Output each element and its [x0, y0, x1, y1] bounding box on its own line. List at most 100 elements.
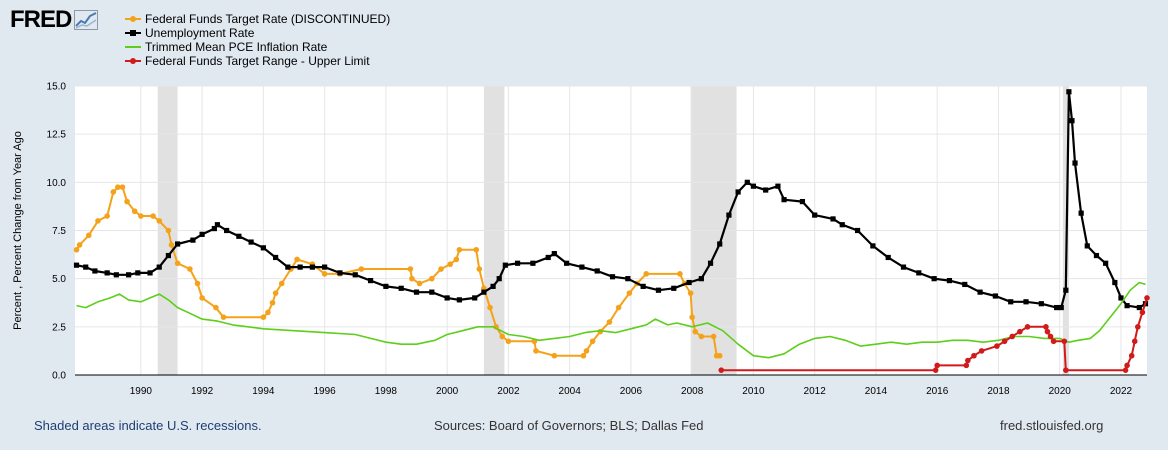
data-point [211, 225, 217, 232]
data-point [429, 289, 435, 295]
data-point [383, 283, 389, 289]
data-point [248, 239, 254, 245]
data-point [126, 272, 132, 278]
legend-label: Federal Funds Target Range - Upper Limit [145, 54, 370, 68]
x-tick-label: 2002 [497, 386, 520, 397]
data-point [456, 246, 463, 253]
data-point [640, 283, 646, 289]
data-point [367, 277, 374, 284]
data-point [962, 281, 968, 288]
x-tick-label: 2020 [1049, 386, 1072, 397]
data-point [135, 270, 141, 276]
data-point [453, 256, 460, 263]
data-point [545, 254, 551, 261]
data-point [224, 227, 230, 234]
data-point [1072, 160, 1078, 166]
data-point [716, 352, 723, 359]
data-point [655, 287, 662, 293]
data-point [502, 262, 508, 268]
data-point [95, 218, 101, 224]
fred-logo: FRED [10, 6, 99, 34]
data-point [438, 266, 444, 272]
data-point [710, 333, 717, 340]
data-point [781, 197, 787, 203]
data-point [165, 227, 172, 234]
data-point [717, 241, 723, 247]
data-point [978, 348, 985, 354]
data-point [214, 222, 221, 228]
sources-note: Sources: Board of Governors; BLS; Dallas… [434, 418, 704, 433]
data-point [496, 276, 502, 282]
data-point [481, 289, 487, 295]
chart-legend: Federal Funds Target Rate (DISCONTINUED)… [124, 12, 390, 68]
data-point [175, 241, 181, 247]
data-point [1103, 260, 1109, 266]
data-point [1069, 118, 1075, 124]
data-point [514, 260, 521, 266]
data-point [321, 271, 328, 277]
data-point [187, 266, 193, 272]
data-point [1009, 333, 1016, 340]
y-tick-label: 5.0 [52, 274, 66, 285]
data-point [273, 254, 279, 261]
data-point [606, 319, 613, 325]
data-point [236, 233, 242, 239]
y-tick-label: 0.0 [52, 371, 66, 382]
data-point [692, 328, 699, 335]
data-point [447, 261, 454, 268]
data-point [1078, 210, 1084, 216]
data-point [487, 304, 493, 311]
data-point [1122, 367, 1129, 373]
y-axis-label: Percent , Percent Change from Year Ago [12, 131, 24, 330]
data-point [932, 367, 939, 373]
x-tick-label: 2004 [559, 386, 582, 397]
data-point [1084, 243, 1090, 249]
legend-label: Unemployment Rate [145, 26, 255, 40]
data-point [1135, 324, 1141, 330]
data-point [963, 362, 970, 369]
data-point [594, 268, 600, 274]
data-point [977, 289, 983, 295]
data-point [85, 232, 92, 239]
legend-swatch [125, 16, 141, 22]
data-point [309, 264, 315, 270]
data-point [294, 256, 300, 263]
legend-label: Trimmed Mean PCE Inflation Rate [145, 40, 328, 54]
data-point [220, 314, 227, 321]
data-point [1124, 303, 1130, 309]
data-point [476, 266, 483, 272]
site-link[interactable]: fred.stlouisfed.org [1000, 418, 1104, 433]
data-point [1128, 352, 1135, 359]
data-point [499, 333, 506, 340]
data-point [718, 367, 725, 373]
data-point [625, 276, 631, 282]
legend-swatch [125, 30, 141, 36]
data-point [1023, 299, 1029, 305]
data-point [1038, 301, 1044, 307]
data-point [870, 243, 876, 249]
legend-item: Trimmed Mean PCE Inflation Rate [124, 40, 390, 54]
x-tick-label: 2006 [620, 386, 643, 397]
data-point [272, 290, 279, 296]
x-tick-label: 1998 [375, 386, 398, 397]
data-point [698, 333, 705, 340]
data-point [73, 246, 80, 253]
data-point [615, 304, 622, 311]
data-point [322, 264, 328, 270]
data-point [165, 252, 172, 259]
data-point [358, 266, 365, 272]
data-point [707, 260, 714, 266]
data-point [687, 290, 694, 296]
data-point [278, 280, 285, 287]
data-point [626, 290, 633, 296]
data-point [533, 348, 539, 354]
data-point [456, 297, 462, 303]
data-point [413, 289, 420, 295]
data-point [1066, 89, 1072, 95]
data-point [900, 264, 907, 270]
data-point [1112, 279, 1118, 286]
data-point [946, 277, 953, 284]
data-point [1050, 338, 1057, 345]
data-point [579, 264, 585, 270]
